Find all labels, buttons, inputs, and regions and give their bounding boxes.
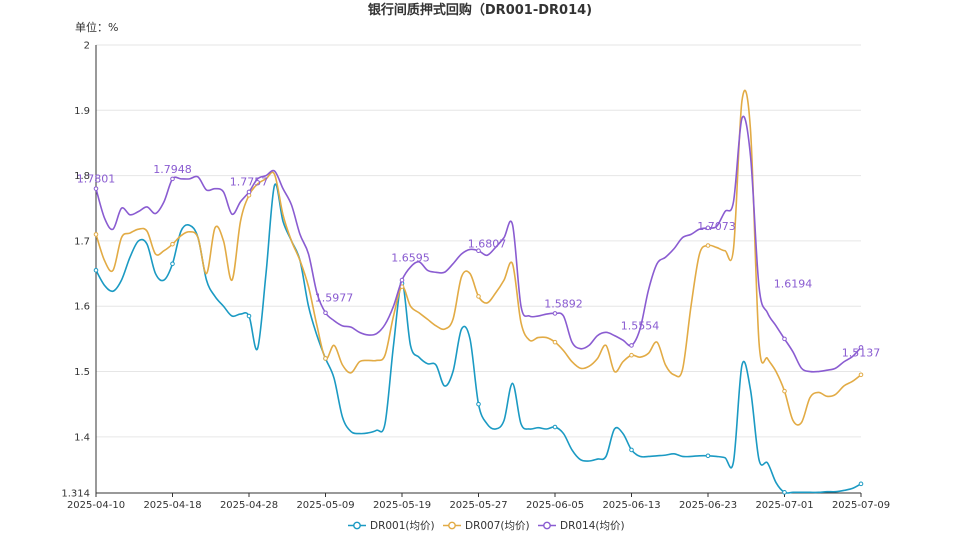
data-label: 1.5137 [842, 347, 881, 360]
x-tick-label: 2025-05-09 [296, 500, 354, 511]
data-label: 1.6595 [391, 251, 430, 264]
x-tick-label: 2025-07-09 [832, 500, 890, 511]
data-point-dr014 [170, 176, 175, 182]
y-tick-label: 1.8 [74, 171, 90, 182]
y-axis: 1.314 1.4 1.5 1.6 1.7 1.8 1.9 2 [61, 41, 97, 500]
data-point-dr001 [476, 401, 481, 407]
unit-label: 单位：% [75, 20, 118, 34]
series-line-dr001 [95, 183, 862, 494]
data-label: 1.7801 [77, 173, 116, 186]
data-point-dr007 [476, 294, 481, 299]
x-tick-label: 2025-05-27 [449, 500, 507, 511]
y-tick-label: 2 [84, 41, 90, 52]
legend-item-dr001[interactable]: DR001(均价) [348, 520, 435, 532]
data-point-dr001 [782, 490, 787, 495]
data-point-dr001 [552, 424, 558, 430]
legend-label: DR007(均价) [465, 520, 530, 532]
data-point-dr014 [858, 345, 864, 350]
data-labels: 1.7801 1.7948 1.7757 1.5977 1.6595 1.6807 1.58… [77, 163, 881, 360]
data-point-dr007 [170, 241, 175, 247]
data-point-dr001 [93, 268, 99, 273]
y-tick-label: 1.7 [74, 236, 90, 247]
legend-marker-icon [543, 521, 551, 530]
x-tick-label: 2025-04-18 [143, 500, 201, 511]
data-point-dr001 [858, 481, 864, 487]
legend-marker-icon [353, 521, 361, 530]
legend-label: DR014(均价) [560, 520, 625, 532]
data-point-dr007 [552, 339, 558, 345]
x-tick-label: 2025-06-23 [679, 500, 737, 511]
data-point-dr014 [93, 186, 99, 191]
x-tick-label: 2025-05-19 [373, 500, 431, 511]
x-tick-label: 2025-04-10 [67, 500, 125, 511]
data-label: 1.6194 [774, 278, 813, 291]
series-line-dr007 [95, 89, 862, 426]
data-point-dr001 [629, 447, 634, 453]
x-tick-label: 2025-07-01 [755, 500, 813, 511]
data-label: 1.7757 [230, 175, 269, 188]
y-tick-label: 1.9 [74, 106, 90, 117]
x-tick-label: 2025-06-13 [602, 500, 660, 511]
data-point-dr014 [323, 310, 328, 316]
x-tick-label: 2025-04-28 [220, 500, 278, 511]
data-point-dr001 [170, 261, 175, 267]
legend-label: DR001(均价) [370, 520, 435, 532]
data-point-dr001 [246, 313, 252, 319]
legend-item-dr014[interactable]: DR014(均价) [538, 520, 625, 532]
y-tick-label: 1.314 [61, 489, 90, 500]
data-point-dr014 [399, 277, 405, 283]
data-point-dr007 [705, 243, 711, 248]
data-point-dr014 [705, 225, 711, 231]
data-label: 1.7073 [697, 220, 736, 233]
data-point-dr014 [476, 248, 481, 254]
legend[interactable]: DR001(均价) DR007(均价) DR014(均价) [348, 520, 625, 532]
x-axis: 2025-04-10 2025-04-18 2025-04-28 2025-05-09… [67, 492, 890, 511]
x-tick-label: 2025-06-05 [526, 500, 584, 511]
data-label: 1.5977 [315, 292, 354, 305]
data-point-dr007 [782, 388, 787, 394]
data-label: 1.5892 [544, 297, 583, 310]
legend-marker-icon [448, 521, 456, 530]
data-point-dr014 [629, 343, 634, 348]
data-point-dr014 [552, 311, 558, 316]
data-point-dr007 [93, 232, 99, 237]
data-point-dr014 [782, 336, 787, 342]
y-tick-label: 1.4 [74, 432, 90, 443]
legend-item-dr007[interactable]: DR007(均价) [443, 520, 530, 532]
series-line-dr014 [95, 115, 862, 373]
series-lines [93, 89, 864, 495]
data-label: 1.6807 [468, 238, 507, 251]
data-label: 1.7948 [153, 163, 192, 176]
data-point-dr007 [858, 372, 864, 378]
data-point-dr001 [705, 453, 711, 459]
y-tick-label: 1.5 [74, 367, 90, 378]
data-point-dr014 [246, 189, 252, 195]
data-label: 1.5554 [621, 319, 660, 332]
y-tick-label: 1.6 [74, 302, 90, 313]
gridlines [96, 44, 861, 494]
data-point-dr007 [629, 352, 634, 358]
data-point-dr007 [323, 356, 328, 361]
chart-title: 银行间质押式回购（DR001-DR014) [368, 2, 592, 18]
